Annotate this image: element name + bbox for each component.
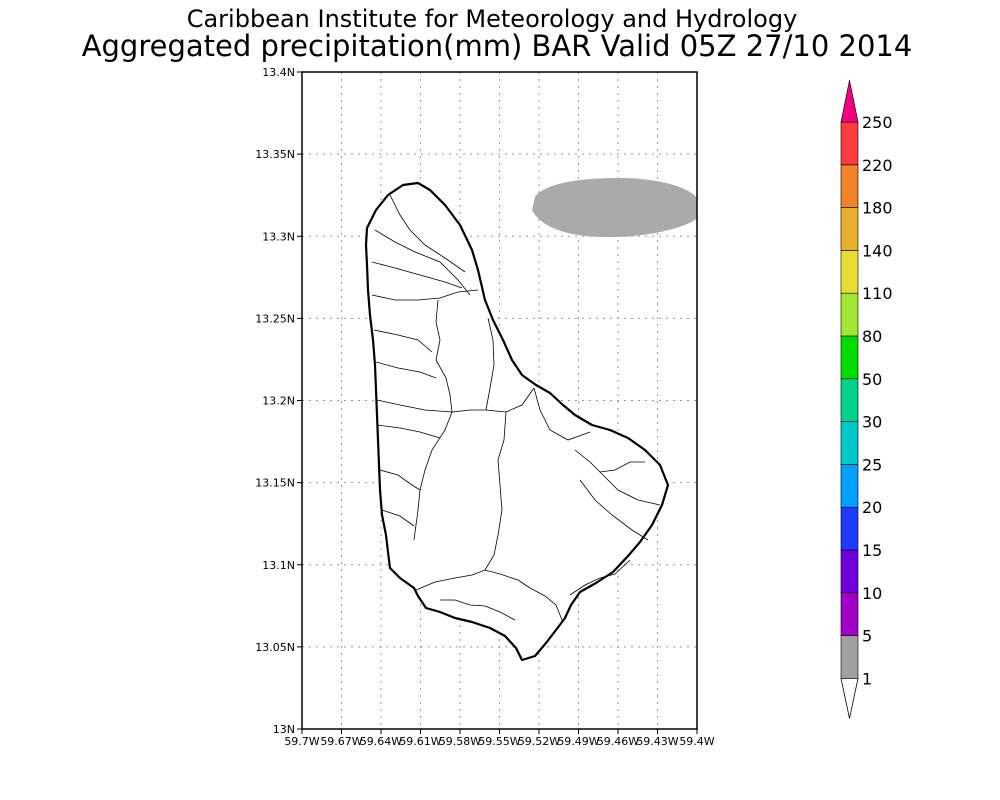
colorbar-swatch [840,421,859,465]
lat-tick-label: 13.15N [255,477,295,490]
lon-tick-label: 59.52W [518,735,560,748]
colorbar-swatch [840,464,859,508]
lon-tick-label: 59.46W [597,735,639,748]
lon-tick-label: 59.43W [636,735,678,748]
lon-tick-label: 59.64W [360,735,402,748]
colorbar-label: 80 [862,327,882,346]
colorbar-label: 25 [862,455,882,474]
lon-tick-label: 59.58W [439,735,481,748]
barbados-coastline [364,181,670,662]
colorbar-label: 10 [862,584,882,603]
colorbar-label: 220 [862,156,893,175]
lat-tick-label: 13.05N [255,641,295,654]
colorbar-label: 180 [862,199,893,218]
longitude-axis: 59.7W 59.67W59.64W59.61W59.58W59.55W59.52… [284,729,715,748]
lon-tick-label: 59.61W [399,735,441,748]
colorbar-swatch [840,592,859,636]
lat-tick-label: 13.1N [262,559,295,572]
title-line-1: Caribbean Institute for Meteorology and … [187,5,798,33]
lat-tick-label: 13.35N [255,148,295,161]
lat-tick-label: 13N [273,723,295,736]
colorbar-under-triangle [840,678,859,719]
colorbar-label: 140 [862,241,893,260]
colorbar-swatch [840,549,859,594]
latitude-axis: 13N 13.05N 13.1N 13.15N 13.2N 13.25N 13.3N 13.3… [255,66,302,736]
precip-region-gray [532,178,697,238]
colorbar-label: 110 [862,284,893,303]
lat-tick-label: 13.3N [262,230,295,243]
colorbar-swatch [840,207,859,251]
colorbar-label: 50 [862,370,882,389]
colorbar-label: 30 [862,413,882,432]
colorbar-label: 1 [862,669,872,688]
title-line-2: Aggregated precipitation(mm) BAR Valid 0… [82,29,913,63]
colorbar-swatch [840,121,859,166]
colorbar-swatch [840,250,859,294]
colorbar-swatch [840,506,859,551]
colorbar-label: 15 [862,541,882,560]
colorbar-label: 250 [862,113,893,132]
lon-tick-label: 59.67W [320,735,362,748]
colorbar-over-triangle [840,79,859,123]
lat-tick-label: 13.25N [255,312,295,325]
colorbar-swatch [840,335,859,380]
lon-tick-label: 59.55W [478,735,520,748]
lon-tick-label: 59.49W [557,735,599,748]
colorbar-label: 20 [862,498,882,517]
colorbar-swatch [840,378,859,422]
lon-tick-label: 59.7W [284,735,319,748]
colorbar-swatch [840,635,859,679]
colorbar-label: 5 [862,627,872,646]
map-panel: 13N 13.05N 13.1N 13.15N 13.2N 13.25N 13.3N 13.3… [255,66,715,748]
lat-tick-label: 13.4N [262,66,295,79]
colorbar-swatch [840,164,859,208]
colorbar-swatch [840,292,859,337]
lon-tick-label: 59.4W [679,735,714,748]
lat-tick-label: 13.2N [262,395,295,408]
drainage-lines [371,194,661,621]
